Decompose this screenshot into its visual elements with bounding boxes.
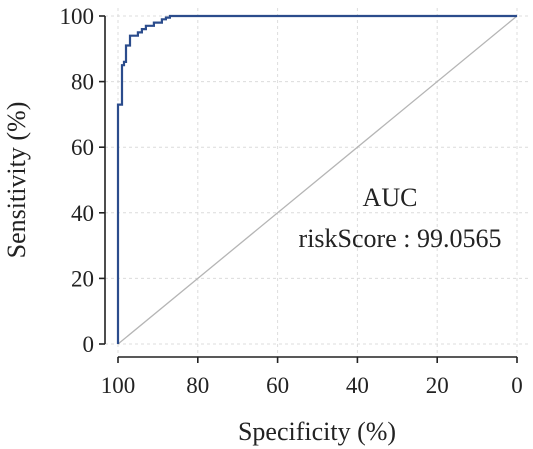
x-tick-label: 20 xyxy=(426,373,449,398)
auc-heading: AUC xyxy=(363,183,418,212)
y-axis-title: Sensitivity (%) xyxy=(2,102,31,259)
x-tick-label: 80 xyxy=(186,373,209,398)
x-tick-label: 0 xyxy=(511,373,523,398)
y-tick-label: 80 xyxy=(71,70,94,95)
roc-curve-line xyxy=(116,14,517,344)
grid-lines xyxy=(105,8,528,357)
x-tick-label: 40 xyxy=(346,373,369,398)
y-tick-label: 40 xyxy=(71,201,94,226)
x-axis-title: Specificity (%) xyxy=(238,417,396,446)
y-tick-label: 20 xyxy=(71,266,94,291)
tick-labels: 0 20 40 60 80 100 100 80 60 40 20 0 xyxy=(60,4,523,398)
axes xyxy=(99,15,518,363)
y-tick-label: 0 xyxy=(83,332,95,357)
reference-diagonal-line xyxy=(117,15,518,345)
x-tick-label: 60 xyxy=(266,373,289,398)
y-tick-label: 100 xyxy=(60,4,95,29)
y-tick-label: 60 xyxy=(71,135,94,160)
x-tick-label: 100 xyxy=(101,373,136,398)
auc-value-label: riskScore : 99.0565 xyxy=(299,224,502,253)
